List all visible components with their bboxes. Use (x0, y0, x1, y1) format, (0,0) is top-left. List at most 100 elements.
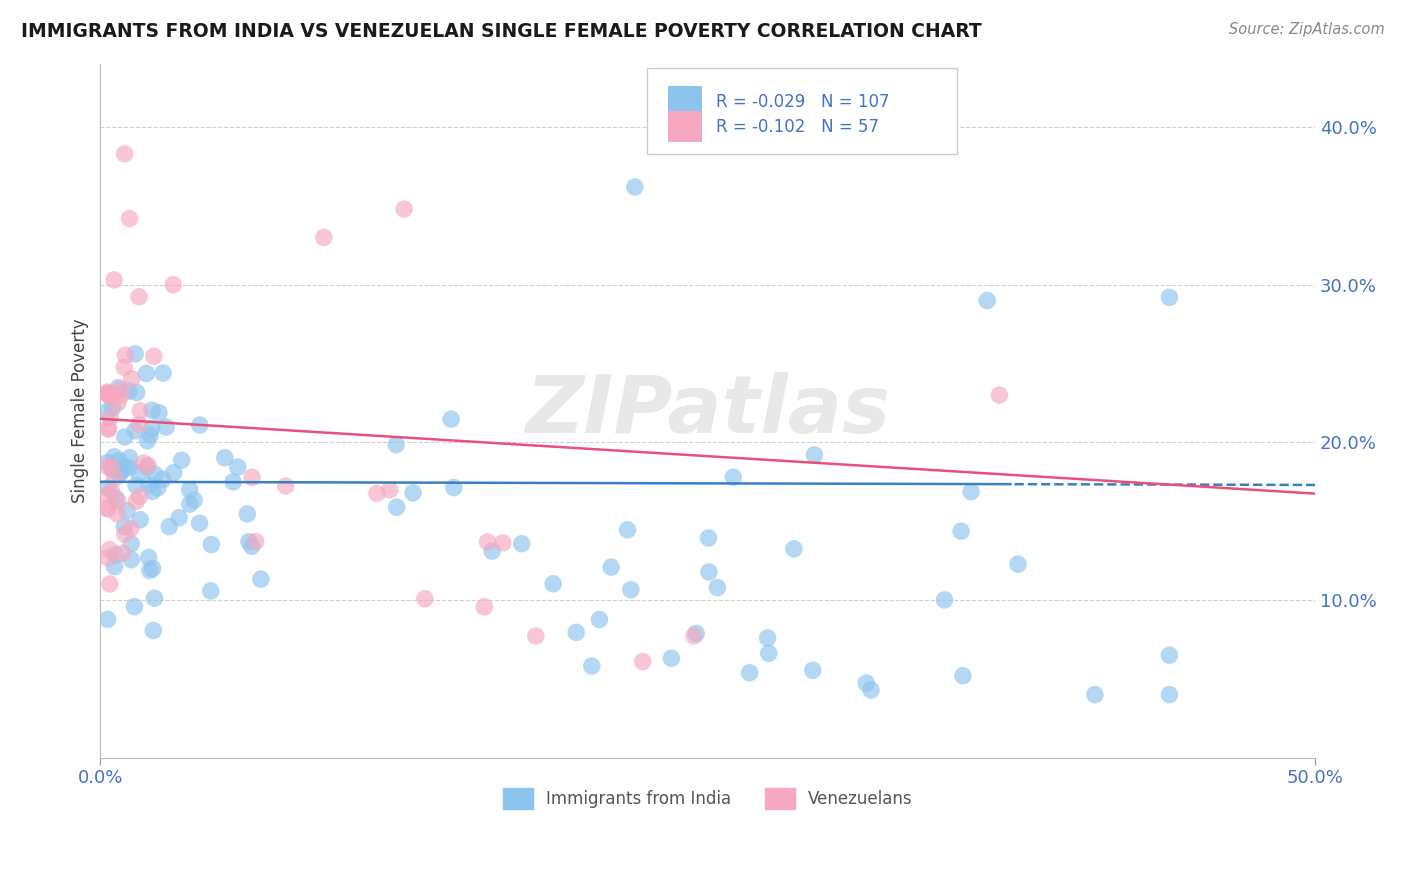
Point (697, 565, 720, 579)
Point (128, 466, 150, 480)
Point (97, 459, 120, 474)
FancyBboxPatch shape (647, 68, 957, 154)
Point (124, 599, 146, 614)
Point (214, 450, 236, 465)
Point (565, 625, 588, 640)
Point (934, 592, 956, 607)
Point (120, 521, 142, 535)
Point (683, 629, 706, 643)
Point (97, 386, 120, 401)
Point (141, 484, 163, 499)
Point (474, 599, 496, 614)
Point (105, 507, 128, 521)
Point (1159, 688, 1181, 702)
Point (706, 581, 728, 595)
Point (129, 404, 152, 418)
Point (162, 277, 184, 292)
Point (170, 453, 193, 467)
Point (97, 550, 120, 565)
Point (631, 655, 654, 669)
Text: IMMIGRANTS FROM INDIA VS VENEZUELAN SINGLE FEMALE POVERTY CORRELATION CHART: IMMIGRANTS FROM INDIA VS VENEZUELAN SING… (21, 22, 981, 41)
Point (240, 470, 263, 484)
Point (97, 455, 120, 469)
Point (142, 349, 165, 363)
Point (104, 471, 127, 485)
Point (100, 483, 122, 498)
Point (1159, 290, 1181, 304)
Point (138, 478, 160, 492)
Point (132, 456, 155, 470)
Point (97, 387, 120, 401)
Point (97, 385, 120, 400)
Point (98, 577, 121, 591)
Point (600, 560, 623, 574)
Point (104, 548, 127, 562)
Point (114, 147, 136, 161)
Point (167, 510, 190, 524)
Point (141, 403, 163, 417)
Point (188, 417, 211, 432)
Point (120, 537, 142, 551)
Point (135, 367, 157, 381)
Point (245, 534, 267, 549)
Point (101, 387, 124, 401)
Point (100, 460, 122, 475)
Point (121, 372, 143, 386)
Text: ZIPatlas: ZIPatlas (526, 372, 890, 450)
Point (758, 646, 780, 660)
Point (101, 463, 124, 477)
Point (124, 424, 146, 438)
Point (756, 631, 779, 645)
Point (226, 460, 249, 475)
Point (97, 421, 120, 435)
Point (443, 481, 465, 495)
Point (107, 381, 129, 395)
Point (385, 438, 408, 452)
Point (125, 478, 148, 492)
Point (238, 534, 260, 549)
Point (157, 519, 180, 533)
Point (143, 591, 166, 606)
Point (385, 500, 408, 515)
Point (960, 484, 983, 499)
Point (136, 434, 159, 448)
Point (179, 483, 201, 497)
Point (588, 612, 610, 626)
Point (101, 401, 124, 415)
Point (128, 290, 150, 304)
Point (97, 403, 120, 417)
Point (624, 180, 647, 194)
Point (97, 422, 120, 436)
Point (139, 564, 162, 578)
Bar (668, 112, 702, 143)
Point (97, 481, 120, 495)
Point (110, 388, 132, 402)
Point (803, 448, 825, 462)
Point (114, 348, 136, 362)
Point (100, 390, 122, 404)
Point (524, 629, 547, 643)
Point (129, 513, 152, 527)
Point (988, 388, 1011, 402)
Point (392, 202, 415, 216)
Text: R = -0.029   N = 107: R = -0.029 N = 107 (716, 93, 890, 111)
Point (616, 523, 638, 537)
Point (183, 493, 205, 508)
Point (581, 659, 603, 673)
Point (659, 651, 682, 665)
Point (128, 417, 150, 432)
Point (110, 465, 132, 479)
Point (136, 458, 159, 473)
Point (162, 466, 184, 480)
Point (108, 383, 131, 397)
Point (97, 501, 120, 516)
Point (104, 491, 127, 505)
Point (138, 550, 160, 565)
Point (108, 467, 131, 482)
Point (620, 582, 643, 597)
Point (97, 488, 120, 502)
Point (148, 406, 170, 420)
Point (188, 516, 211, 531)
Point (142, 561, 165, 575)
Point (378, 483, 401, 497)
